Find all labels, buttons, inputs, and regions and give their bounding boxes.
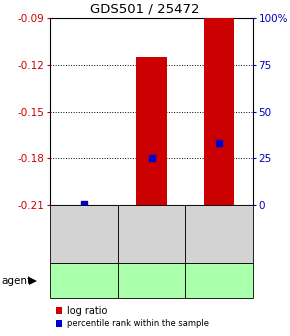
Point (217, 140, 222, 146)
Text: IFNg: IFNg (71, 276, 96, 286)
Bar (136, 57, 167, 205)
Text: GSM8752: GSM8752 (79, 212, 88, 256)
Text: IL4: IL4 (211, 276, 227, 286)
Point (81, 201, 86, 207)
Text: GSM8762: GSM8762 (215, 212, 224, 256)
Text: percentile rank within the sample: percentile rank within the sample (66, 319, 209, 328)
Text: TNFa: TNFa (138, 276, 165, 286)
Point (149, 156, 154, 161)
Text: GSM8757: GSM8757 (147, 212, 156, 256)
Text: GDS501 / 25472: GDS501 / 25472 (90, 2, 200, 15)
Text: agent: agent (1, 276, 32, 286)
Bar (204, 18, 234, 205)
Text: log ratio: log ratio (66, 306, 107, 316)
